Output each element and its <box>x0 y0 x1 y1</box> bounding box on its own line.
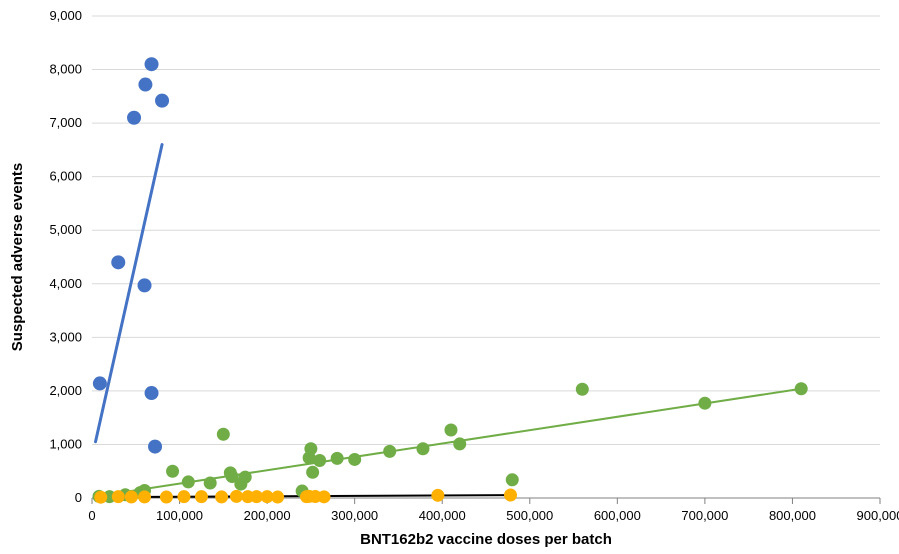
y-tick-label: 6,000 <box>49 169 82 184</box>
point-green <box>506 473 519 486</box>
point-blue <box>93 376 107 390</box>
point-yellow <box>138 490 151 503</box>
x-tick-label: 300,000 <box>331 508 378 523</box>
point-green <box>204 477 217 490</box>
point-green <box>239 471 252 484</box>
point-green <box>348 453 361 466</box>
point-green <box>306 466 319 479</box>
point-green <box>444 423 457 436</box>
point-green <box>304 442 317 455</box>
point-yellow <box>94 491 107 504</box>
point-yellow <box>112 490 125 503</box>
point-yellow <box>431 489 444 502</box>
y-tick-label: 2,000 <box>49 383 82 398</box>
y-tick-label: 3,000 <box>49 329 82 344</box>
point-green <box>166 465 179 478</box>
y-axis-label: Suspected adverse events <box>9 163 26 351</box>
y-tick-label: 0 <box>75 490 82 505</box>
point-green <box>383 445 396 458</box>
point-green <box>331 452 344 465</box>
point-green <box>453 437 466 450</box>
scatter-chart: 0 1,000 2,000 3,000 4,000 5,000 6,000 7,000 8,00… <box>0 0 899 554</box>
point-blue <box>111 255 125 269</box>
point-green <box>795 382 808 395</box>
x-tick-label: 500,000 <box>506 508 553 523</box>
x-axis-label: BNT162b2 vaccine doses per batch <box>360 531 612 548</box>
point-yellow <box>215 490 228 503</box>
point-blue <box>127 111 141 125</box>
x-tick-label: 900,000 <box>857 508 899 523</box>
point-yellow <box>504 489 517 502</box>
point-blue <box>148 440 162 454</box>
y-tick-label: 4,000 <box>49 276 82 291</box>
point-blue <box>138 278 152 292</box>
point-green <box>217 428 230 441</box>
point-green <box>698 397 711 410</box>
point-blue <box>138 78 152 92</box>
y-tick-label: 5,000 <box>49 222 82 237</box>
y-tick-label: 7,000 <box>49 115 82 130</box>
y-tick-label: 9,000 <box>49 8 82 23</box>
point-yellow <box>318 490 331 503</box>
point-green <box>416 442 429 455</box>
x-tick-label: 400,000 <box>419 508 466 523</box>
chart-svg: 0 1,000 2,000 3,000 4,000 5,000 6,000 7,000 8,00… <box>0 0 899 554</box>
x-tick-label: 200,000 <box>244 508 291 523</box>
point-blue <box>155 94 169 108</box>
y-tick-label: 1,000 <box>49 436 82 451</box>
point-yellow <box>271 491 284 504</box>
point-yellow <box>177 490 190 503</box>
point-yellow <box>195 490 208 503</box>
point-green <box>226 470 239 483</box>
point-green <box>182 475 195 488</box>
point-blue <box>145 386 159 400</box>
point-green <box>576 383 589 396</box>
x-tick-label: 100,000 <box>156 508 203 523</box>
point-yellow <box>160 491 173 504</box>
y-tick-label: 8,000 <box>49 62 82 77</box>
x-tick-label: 0 <box>88 508 95 523</box>
point-yellow <box>230 490 243 503</box>
point-green <box>313 454 326 467</box>
point-blue <box>145 57 159 71</box>
x-tick-label: 800,000 <box>769 508 816 523</box>
x-tick-label: 600,000 <box>594 508 641 523</box>
point-yellow <box>125 490 138 503</box>
x-tick-label: 700,000 <box>681 508 728 523</box>
